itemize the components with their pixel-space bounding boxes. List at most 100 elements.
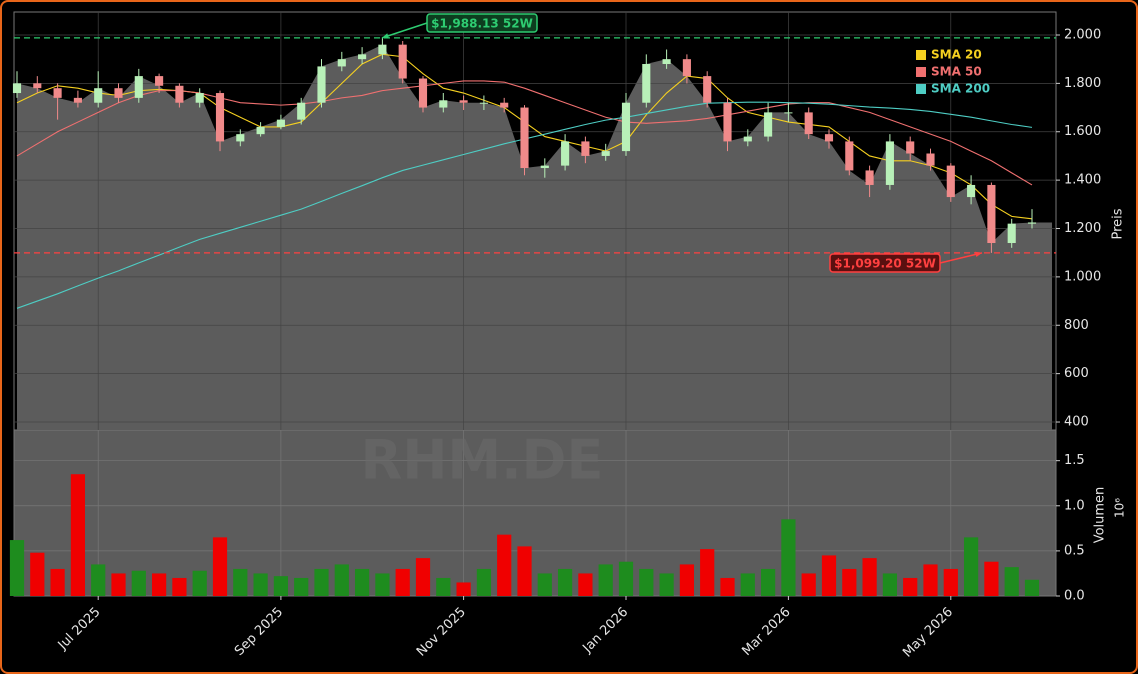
y-tick-label: 600	[1064, 366, 1089, 381]
candle-body	[94, 88, 103, 103]
candle-body	[845, 141, 854, 171]
volume-bar	[1004, 567, 1019, 596]
volume-bar	[1024, 579, 1040, 596]
legend-swatch	[916, 67, 926, 77]
volume-bar	[639, 568, 654, 596]
candle-body	[134, 76, 143, 98]
candle-body	[439, 100, 448, 108]
annotation-label: $1,099.20 52W	[834, 257, 936, 271]
candle-body	[236, 134, 245, 142]
volume-watermark: RHM.DE	[361, 429, 604, 492]
y-tick-label: 2.000	[1064, 27, 1101, 42]
volume-bar	[700, 549, 715, 596]
candle-body	[500, 102, 509, 108]
y-tick-label: 1.5	[1064, 453, 1085, 468]
candle-body	[459, 100, 468, 103]
candle-body	[53, 88, 62, 98]
volume-bar	[923, 564, 938, 596]
volume-bar	[334, 564, 349, 596]
candle-body	[682, 59, 691, 77]
candle-body	[723, 102, 732, 142]
volume-bar	[984, 561, 999, 596]
volume-bar	[192, 570, 207, 596]
legend-label: SMA 20	[931, 48, 982, 62]
plot-layer: forexsignale.trade4006008001.0001.2001.4…	[9, 12, 1127, 661]
volume-bar	[537, 573, 552, 596]
volume-bar	[618, 561, 634, 596]
x-tick-label: Jul 2025	[55, 605, 104, 654]
y-tick-label: 400	[1064, 415, 1089, 430]
volume-bar	[273, 576, 289, 596]
volume-bar	[903, 577, 918, 596]
candle-body	[33, 83, 42, 89]
volume-bar	[70, 474, 86, 596]
candle-body	[195, 93, 204, 103]
candle-body	[581, 141, 590, 156]
candle-body	[317, 66, 326, 103]
candle-body	[378, 44, 387, 55]
volume-bar	[882, 573, 898, 596]
annotation-arrow	[381, 22, 428, 39]
x-tick-label: Mar 2026	[739, 605, 793, 659]
legend-label: SMA 200	[931, 82, 990, 96]
candle-body	[703, 76, 712, 103]
volume-bar	[131, 570, 146, 596]
volume-bar	[294, 577, 309, 596]
volume-panel	[13, 429, 1057, 597]
x-tick-label: Nov 2025	[414, 605, 469, 660]
candle-body	[885, 141, 894, 185]
legend-swatch	[916, 50, 926, 60]
y-tick-label: 1.0	[1064, 498, 1085, 513]
x-tick-label: Sep 2025	[232, 605, 286, 659]
volume-bar	[862, 558, 877, 596]
candle-body	[418, 78, 428, 108]
volume-bar	[354, 568, 370, 596]
volume-offset: 10⁶	[1113, 498, 1127, 518]
candle-body	[824, 134, 834, 142]
candle-body	[987, 184, 996, 244]
volume-bar	[30, 552, 45, 596]
y-tick-label: 1.200	[1064, 221, 1101, 236]
volume-bar	[943, 568, 958, 596]
annotation-arrowhead	[382, 33, 389, 39]
y-tick-label: 0.0	[1064, 589, 1085, 604]
candle-body	[479, 102, 488, 104]
candle-body	[175, 85, 184, 103]
legend-swatch	[916, 84, 926, 94]
candle-body	[73, 97, 82, 103]
candle-body	[12, 83, 22, 94]
annotation-arrowhead	[975, 251, 982, 258]
candle-body	[256, 126, 265, 135]
candle-body	[337, 59, 346, 67]
candle-body	[155, 76, 164, 86]
volume-bar	[963, 537, 979, 596]
candle-body	[1027, 222, 1037, 224]
candle-body	[114, 88, 123, 98]
volume-bar	[781, 519, 796, 596]
volume-bar	[456, 582, 471, 596]
candle-body	[621, 102, 631, 152]
volume-bar	[9, 540, 25, 596]
x-tick-label: Jan 2026	[579, 605, 631, 657]
volume-bar	[598, 564, 613, 596]
volume-bar	[740, 573, 755, 596]
volume-bar	[151, 573, 167, 596]
candle-body	[946, 165, 955, 198]
candle-body	[865, 170, 874, 185]
candle-body	[642, 64, 651, 103]
candle-body	[276, 119, 285, 127]
volume-bar	[375, 573, 390, 596]
volume-bar	[476, 568, 492, 596]
y-tick-label: 800	[1064, 318, 1089, 333]
volume-bar	[314, 568, 329, 596]
volume-axis-label: Volumen	[1093, 487, 1108, 544]
volume-bar	[395, 568, 410, 596]
candle-body	[784, 112, 793, 114]
legend-label: SMA 50	[931, 65, 982, 79]
volume-bar	[415, 558, 431, 596]
volume-bar	[801, 573, 816, 596]
y-tick-label: 1.600	[1064, 124, 1101, 139]
candle-body	[601, 151, 610, 156]
